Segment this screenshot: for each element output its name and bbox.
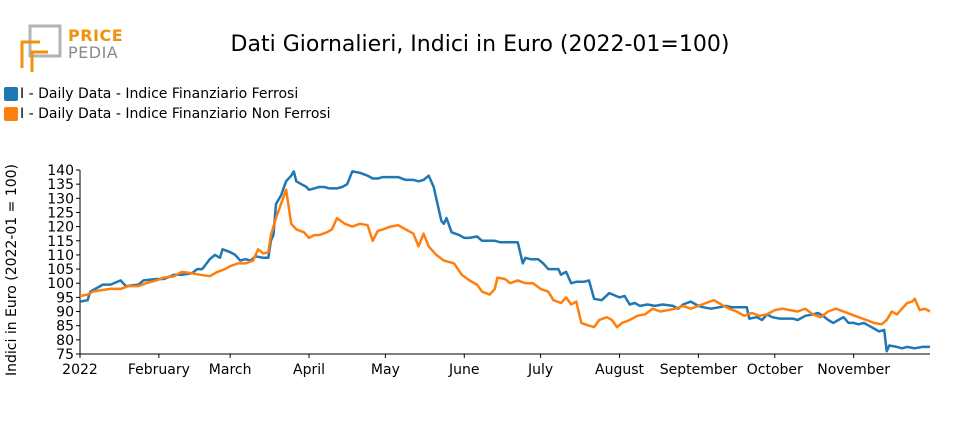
x-tick-label: November (817, 362, 890, 378)
y-axis-label: Indici in Euro (2022-01 = 100) (4, 164, 20, 376)
y-tick-label: 135 (47, 177, 74, 193)
x-tick-label: September (660, 362, 738, 378)
y-tick-label: 90 (56, 305, 74, 321)
y-tick-label: 95 (56, 290, 74, 306)
y-tick-label: 130 (47, 191, 74, 207)
y-tick-label: 85 (56, 319, 74, 335)
y-tick-label: 105 (47, 262, 74, 278)
x-tick-label: June (448, 362, 480, 378)
y-tick-label: 125 (47, 205, 74, 221)
y-tick-label: 115 (47, 234, 74, 250)
x-tick-label: February (128, 362, 190, 378)
x-tick-label: October (747, 362, 803, 378)
x-tick-label: May (371, 362, 400, 378)
y-tick-label: 80 (56, 333, 74, 349)
x-tick-label: April (293, 362, 325, 378)
y-tick-label: 120 (47, 220, 74, 236)
y-tick-label: 75 (56, 347, 74, 363)
x-tick-label: July (527, 362, 553, 378)
y-tick-label: 100 (47, 276, 74, 292)
y-tick-label: 140 (47, 163, 74, 179)
series-line-non-ferrosi (80, 190, 930, 327)
y-tick-label: 110 (47, 248, 74, 264)
series-line-ferrosi (80, 171, 930, 351)
x-tick-label: March (209, 362, 252, 378)
x-tick-label: 2022 (62, 362, 98, 378)
x-tick-label: August (595, 362, 645, 378)
